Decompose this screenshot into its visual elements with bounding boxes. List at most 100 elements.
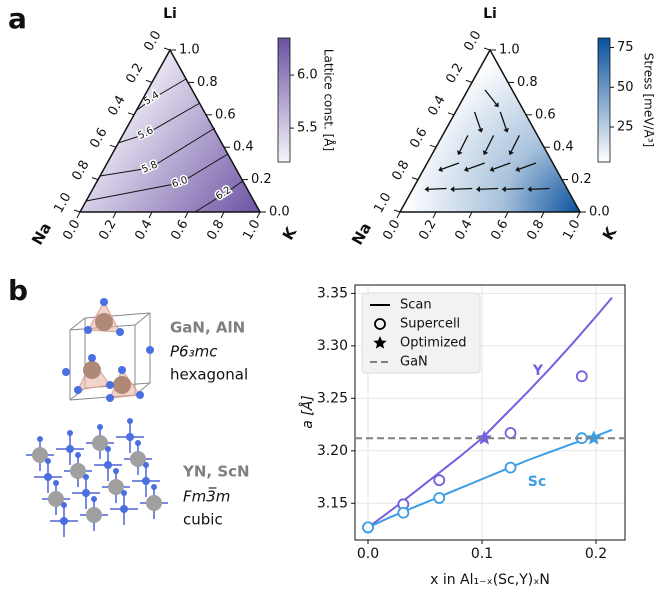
- stress-arrow: [479, 187, 499, 190]
- atom: [126, 433, 134, 441]
- tick-label: 0.8: [524, 217, 547, 242]
- stress-arrow: [499, 111, 507, 130]
- tick-label: 0.0: [141, 28, 164, 53]
- stress-arrow-head: [508, 150, 514, 156]
- cell-edge: [69, 387, 86, 401]
- atom: [116, 328, 124, 336]
- contour-line: [136, 78, 187, 111]
- optimized-point: [586, 430, 602, 445]
- corner-label: K: [279, 223, 301, 243]
- tick-label: 0.6: [87, 125, 110, 150]
- structure-space-group: P6₃mc: [170, 343, 218, 361]
- stress-arrow: [510, 135, 520, 152]
- atom: [146, 346, 154, 354]
- tick-label: 0.2: [443, 61, 466, 86]
- stress-arrow: [484, 89, 497, 105]
- atom: [127, 418, 133, 424]
- tick-mark: [127, 112, 135, 116]
- x-axis-label: x in Al₁₋ₓ(Sc,Y)ₓN: [430, 572, 550, 588]
- atom: [86, 507, 102, 523]
- tick-label: 0.2: [251, 172, 272, 187]
- tick-mark: [73, 209, 81, 213]
- colorbar-tick-label: 6.0: [297, 68, 318, 83]
- atom: [67, 430, 73, 436]
- tick-label: 0.6: [488, 217, 511, 242]
- x-tick-label: 0.0: [357, 546, 379, 562]
- tick-label: 1.0: [179, 43, 200, 58]
- y-tick-label: 3.35: [317, 285, 348, 301]
- tick-mark: [576, 211, 581, 219]
- atom: [60, 517, 68, 525]
- stress-arrow-head: [450, 186, 455, 193]
- tick-label: 1.0: [371, 190, 394, 215]
- atom: [62, 368, 70, 376]
- stress-arrow: [473, 111, 482, 130]
- supercell-point: [504, 461, 517, 474]
- hexagonal-structure: [62, 298, 154, 402]
- stress-arrow: [459, 135, 469, 152]
- stress-arrow-head: [489, 166, 495, 172]
- atom: [84, 326, 92, 334]
- stress-arrow: [441, 162, 460, 170]
- tick-label: 0.6: [168, 217, 191, 242]
- tick-label: 0.4: [452, 217, 475, 242]
- tick-label: 0.8: [69, 158, 92, 183]
- atom: [143, 462, 149, 468]
- plot-frame: [354, 284, 626, 541]
- atom: [121, 490, 127, 496]
- corner-label: K: [599, 223, 621, 243]
- tick-label: 0.2: [123, 61, 146, 86]
- panel-label: b: [8, 274, 28, 307]
- legend-label: Supercell: [400, 317, 460, 332]
- scan-line: [367, 428, 613, 529]
- tick-mark: [220, 211, 225, 219]
- tick-mark: [393, 209, 401, 213]
- cell-edge: [134, 312, 151, 326]
- scan-line: [367, 296, 613, 529]
- tick-mark: [465, 79, 473, 83]
- corner-label: Na: [348, 219, 375, 248]
- corner-label: Na: [28, 219, 55, 248]
- atom: [45, 458, 51, 464]
- tick-label: 0.8: [517, 75, 538, 90]
- tick-label: 0.4: [553, 140, 574, 155]
- atom: [82, 489, 90, 497]
- atom: [108, 479, 124, 495]
- x-tick-label: 0.1: [471, 546, 493, 562]
- tick-mark: [468, 211, 473, 219]
- legend-label: GaN: [400, 355, 428, 370]
- stress-arrow-head: [424, 186, 429, 193]
- tick-label: 0.8: [389, 158, 412, 183]
- tick-label: 0.4: [105, 93, 128, 118]
- tick-mark: [112, 211, 117, 219]
- atom: [32, 447, 48, 463]
- contour-line: [117, 102, 201, 144]
- atom: [113, 468, 119, 474]
- stress-arrow: [531, 187, 550, 190]
- stress-arrow-head: [503, 127, 509, 133]
- tick-label: 1.0: [560, 217, 583, 242]
- legend-label: Optimized: [400, 336, 467, 351]
- colorbar-tick-label: 75: [617, 40, 634, 55]
- colorbar-tick-label: 50: [617, 80, 634, 95]
- optimized-point: [476, 430, 492, 445]
- stress-arrow-head: [463, 166, 469, 172]
- atom: [142, 477, 150, 485]
- tick-label: 0.6: [535, 107, 556, 122]
- atom: [83, 474, 89, 480]
- tick-mark: [163, 47, 171, 51]
- tick-mark: [411, 177, 419, 181]
- stress-arrow: [484, 135, 495, 152]
- tick-mark: [396, 211, 401, 219]
- y-tick-label: 3.25: [317, 390, 348, 406]
- cubic-structure: [26, 418, 168, 537]
- supercell-point: [397, 506, 410, 519]
- tick-label: 0.0: [380, 217, 403, 242]
- stress-arrow: [467, 162, 485, 170]
- atom: [48, 491, 64, 507]
- atom: [88, 354, 96, 362]
- ternary-field: [400, 50, 580, 212]
- structure-system: cubic: [183, 511, 223, 529]
- tick-label: 0.4: [233, 140, 254, 155]
